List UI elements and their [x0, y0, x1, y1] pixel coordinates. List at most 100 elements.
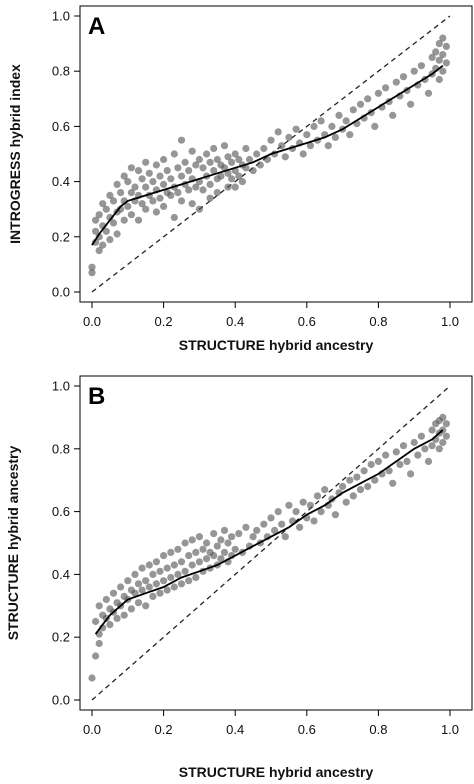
data-point [185, 167, 193, 175]
data-point [342, 117, 350, 125]
data-point [349, 106, 357, 114]
x-tick-label: 0.0 [83, 722, 101, 737]
data-point [374, 89, 382, 97]
data-point [192, 573, 200, 582]
data-point [88, 674, 96, 682]
x-tick-label: 0.2 [155, 722, 173, 737]
data-point [95, 602, 103, 610]
data-point [124, 577, 132, 585]
x-tick-label: 1.0 [441, 314, 459, 329]
data-point [324, 142, 332, 150]
data-point [421, 445, 429, 453]
data-point [92, 652, 100, 660]
data-point [203, 150, 211, 158]
data-point [374, 457, 382, 465]
data-point [174, 570, 182, 579]
data-point [392, 78, 400, 86]
data-point [170, 561, 178, 569]
data-point [285, 133, 293, 141]
data-point [167, 175, 175, 183]
data-point [177, 558, 186, 566]
data-point [382, 84, 390, 92]
panel-label: A [88, 13, 105, 40]
data-point [206, 158, 214, 166]
data-point [410, 67, 418, 75]
data-point [167, 548, 175, 557]
x-tick-label: 1.0 [441, 722, 459, 737]
data-point [242, 144, 250, 153]
data-point [203, 539, 211, 547]
data-point [217, 172, 225, 180]
data-point [127, 211, 135, 219]
data-point [281, 533, 289, 541]
data-point [349, 492, 357, 500]
data-point [439, 67, 447, 75]
data-point [181, 539, 189, 547]
data-point [235, 155, 243, 164]
data-point [102, 227, 110, 235]
data-point [145, 561, 153, 569]
data-point [271, 526, 279, 535]
data-point [145, 169, 153, 177]
data-point [249, 167, 257, 175]
data-point [142, 205, 150, 213]
trend-line [91, 64, 444, 246]
data-point [417, 432, 425, 440]
data-point [106, 236, 114, 244]
data-point [356, 486, 365, 494]
data-point [152, 161, 160, 169]
data-point [88, 269, 96, 277]
x-tick-label: 0.8 [369, 722, 387, 737]
data-point [199, 164, 207, 172]
data-point [213, 542, 221, 550]
data-point [127, 189, 135, 197]
data-point [235, 172, 243, 180]
data-point [399, 73, 408, 81]
data-point [188, 200, 196, 208]
y-tick-label: 1.0 [52, 9, 70, 24]
data-point [442, 432, 450, 440]
data-point [331, 511, 339, 519]
data-point [328, 122, 336, 130]
data-point [156, 589, 164, 597]
data-point [160, 155, 168, 164]
panel-b: 0.0 0.2 0.4 0.6 0.8 1.0 0.0 0.2 0.4 0.6 0.8 1.0 B STR… [5, 375, 473, 780]
data-point [220, 548, 229, 557]
data-point [292, 508, 300, 516]
data-point [424, 89, 433, 97]
data-point [228, 175, 236, 183]
data-point [109, 589, 118, 597]
data-point [346, 476, 354, 484]
data-point [442, 42, 450, 51]
data-point [346, 131, 354, 139]
data-point [432, 48, 440, 56]
x-tick-label: 0.6 [298, 314, 316, 329]
data-point [281, 153, 289, 161]
data-point [170, 213, 178, 222]
panel-label: B [88, 383, 105, 410]
data-point [203, 555, 211, 563]
data-point [435, 445, 443, 453]
y-tick-label: 1.0 [52, 379, 70, 394]
data-point [142, 602, 150, 610]
y-tick-label: 0.4 [52, 567, 70, 582]
data-point [131, 183, 139, 191]
data-point [195, 155, 203, 164]
data-point [109, 219, 118, 227]
y-tick-label: 0.8 [52, 441, 70, 456]
data-point [124, 178, 132, 186]
data-point [138, 175, 146, 183]
data-point [317, 117, 325, 125]
data-point [95, 639, 103, 648]
x-tick-label: 0.4 [226, 722, 244, 737]
data-point [263, 155, 271, 164]
data-point [260, 520, 268, 528]
data-point [213, 189, 221, 197]
trend-line [94, 429, 444, 635]
data-point [142, 577, 150, 585]
data-point [92, 227, 100, 235]
data-point [439, 51, 447, 59]
x-tick-label: 0.2 [155, 314, 173, 329]
data-point [213, 155, 221, 164]
data-point [177, 580, 186, 588]
